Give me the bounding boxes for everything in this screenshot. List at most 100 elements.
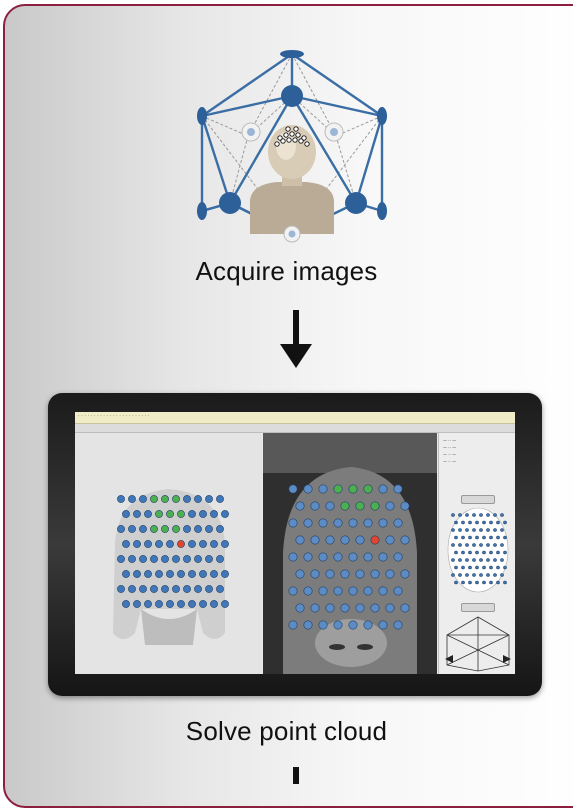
map-dot — [475, 565, 479, 570]
map-dot — [475, 535, 479, 540]
photo-electrode-dot — [288, 484, 298, 494]
electrode-dot — [188, 510, 196, 518]
map-dot — [451, 543, 455, 547]
electrode-dot — [216, 585, 224, 593]
map-dot — [451, 573, 455, 577]
photo-electrode-dot — [370, 569, 380, 579]
map-dot — [475, 520, 479, 525]
electrode-dot — [172, 555, 180, 563]
electrode-dot — [161, 555, 169, 563]
electrode-dot — [177, 570, 185, 578]
photo-electrode-dot — [355, 603, 365, 613]
photo-electrode-dot — [400, 569, 410, 579]
photo-electrode-dot — [348, 620, 358, 630]
app-toolbar — [75, 424, 515, 433]
electrode-dot — [216, 495, 224, 503]
map-dot — [482, 580, 486, 585]
electrode-dot — [161, 525, 169, 533]
map-dot — [486, 513, 490, 517]
map-dot — [461, 550, 465, 555]
side-panel-button-bottom[interactable] — [461, 603, 495, 612]
photo-electrode-dot — [288, 620, 298, 630]
electrode-dot — [183, 585, 191, 593]
electrode-dot — [161, 585, 169, 593]
photo-electrode-dot — [400, 535, 410, 545]
electrode-dot — [155, 510, 163, 518]
electrode-dot — [166, 600, 174, 608]
electrode-dot — [144, 540, 152, 548]
map-dot — [496, 535, 500, 540]
map-dot — [482, 550, 486, 555]
map-dot — [493, 543, 497, 547]
electrode-dot — [166, 540, 174, 548]
electrode-dot — [122, 570, 130, 578]
photo-electrode-dot — [318, 552, 328, 562]
electrode-dot — [205, 525, 213, 533]
map-dot — [465, 573, 469, 577]
electrode-dot — [172, 495, 180, 503]
map-dot — [454, 535, 458, 540]
map-dot — [458, 543, 462, 547]
photo-electrode-dot — [363, 484, 373, 494]
photo-electrode-dot — [310, 501, 320, 511]
map-dot — [461, 580, 465, 585]
map-dot — [500, 513, 504, 517]
electrode-dot — [188, 540, 196, 548]
map-dot — [493, 528, 497, 532]
map-dot — [475, 550, 479, 555]
photo-electrode-dot — [355, 569, 365, 579]
photo-electrode-dot — [333, 620, 343, 630]
photo-electrode-dot — [325, 603, 335, 613]
electrode-dot — [155, 570, 163, 578]
photo-electrode-dot — [378, 484, 388, 494]
photo-electrode-dot — [295, 535, 305, 545]
photo-electrode-dot — [318, 518, 328, 528]
photo-electrode-dot — [393, 586, 403, 596]
photo-electrode-dot — [348, 518, 358, 528]
map-dot — [503, 565, 507, 570]
electrode-dot — [122, 510, 130, 518]
electrode-dot — [122, 540, 130, 548]
step-label-acquire: Acquire images — [195, 256, 378, 286]
map-dot — [489, 550, 493, 555]
electrode-dot — [150, 525, 158, 533]
photo-electrode-dot — [333, 518, 343, 528]
mannequin-head — [250, 125, 334, 234]
photo-electrode-dot — [378, 620, 388, 630]
map-dot — [496, 550, 500, 555]
rig-thumbnail — [445, 616, 511, 672]
photo-electrode-dot — [310, 569, 320, 579]
solver-side-panel: — ·· — — ·· — — ·· — — ·· — — [438, 433, 515, 674]
map-dot — [465, 513, 469, 517]
electrode-dot — [183, 525, 191, 533]
down-arrow-icon — [280, 310, 312, 368]
photo-electrode-dot — [310, 535, 320, 545]
electrode-dot — [139, 555, 147, 563]
photo-electrode-dot — [370, 603, 380, 613]
map-dot — [493, 558, 497, 562]
electrode-dot — [133, 570, 141, 578]
app-message-bar: · · · · · · · · · · · · · · · · · · · · … — [75, 412, 515, 424]
electrode-dot — [205, 495, 213, 503]
electrode-dot — [122, 600, 130, 608]
map-dot — [454, 550, 458, 555]
map-dot — [500, 528, 504, 532]
photo-electrode-dot — [348, 484, 358, 494]
electrode-dot — [221, 510, 229, 518]
head-map-thumbnail — [447, 507, 509, 593]
electrode-dot — [117, 585, 125, 593]
side-panel-button-top[interactable] — [461, 495, 495, 504]
map-dot — [458, 558, 462, 562]
map-dot — [486, 528, 490, 532]
map-dot — [458, 513, 462, 517]
photo-electrode-dot — [370, 535, 380, 545]
electrode-dot — [216, 555, 224, 563]
electrode-dot — [194, 585, 202, 593]
map-dot — [489, 520, 493, 525]
photo-electrode-dot — [333, 552, 343, 562]
electrode-dot — [144, 600, 152, 608]
map-dot — [496, 565, 500, 570]
camera-rig-illustration — [197, 50, 387, 243]
photo-electrode-dot — [318, 484, 328, 494]
step-label-solve: Solve point cloud — [185, 716, 388, 746]
